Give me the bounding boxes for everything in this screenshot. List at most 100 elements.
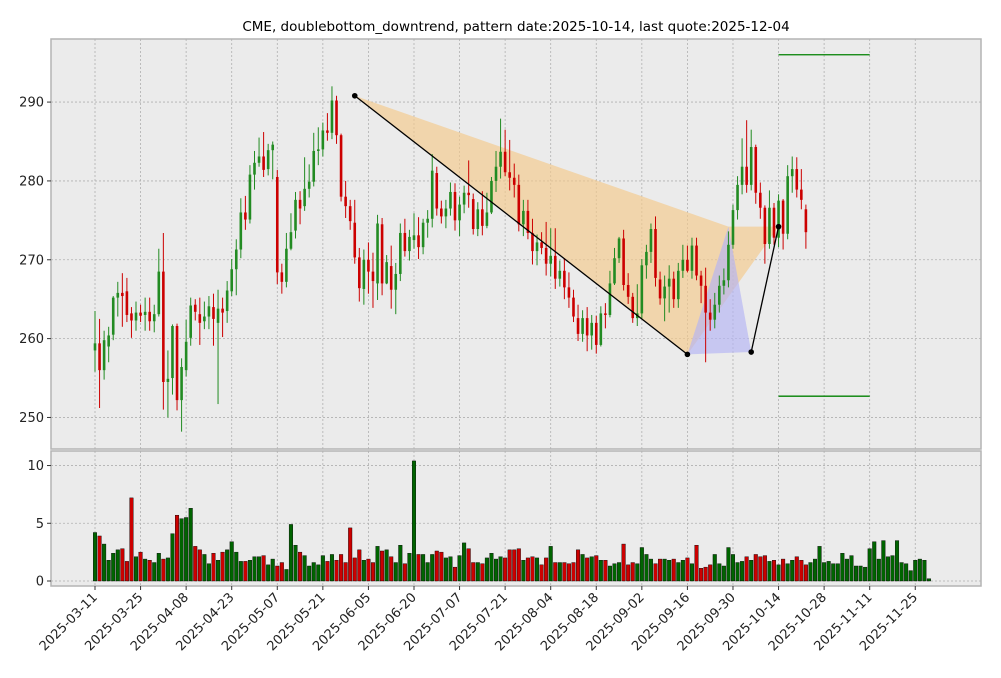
volume-bar [612,563,617,582]
candle-body [558,270,562,279]
volume-bar [343,562,348,582]
volume-bar [298,551,303,582]
volume-bar [179,518,184,582]
candle-body [285,248,288,282]
volume-bar [799,560,804,582]
candle-body [353,222,357,258]
volume-bar [129,497,134,582]
candle-body [266,150,270,170]
candle-body [111,297,115,335]
volume-bar [626,564,631,582]
volume-bar [284,569,289,582]
volume-bar [225,549,230,582]
candle-body [667,278,671,287]
candle-body [704,285,707,313]
volume-bar [238,561,243,582]
pattern-point [775,223,782,230]
candle-body [412,235,416,241]
volume-y-tick-label: 5 [36,517,44,532]
volume-bar [617,562,622,582]
volume-bar [576,549,581,582]
volume-bar [708,564,713,582]
volume-bar [544,557,549,582]
candle-body [540,242,543,248]
candle-body [440,208,443,217]
volume-bar [767,561,772,582]
candle-body [512,177,516,185]
candle-body [608,283,612,315]
volume-bar [361,560,366,582]
volume-bar [521,560,526,582]
volume-bar [234,551,239,582]
candle-body [166,378,170,382]
candle-body [221,308,224,313]
volume-bar [261,555,266,582]
candle-body [490,180,493,213]
volume-bar [557,562,562,582]
candle-body [467,192,470,196]
candle-body [581,318,584,334]
volume-bar [895,540,900,582]
volume-bar [785,563,790,582]
volume-bar [867,548,872,582]
candle-body [494,166,498,181]
pattern-lines [351,54,870,397]
candle-body [143,311,147,315]
volume-bar [539,564,544,582]
volume-bar [184,517,189,582]
candle-body [371,271,375,282]
candle-body [531,232,534,252]
candle-body [690,245,694,271]
volume-bar [908,570,913,582]
candle-body [617,238,621,259]
volume-bar [329,554,334,582]
candle-body [699,275,703,286]
volume-bar [817,546,822,582]
candle-body [207,306,211,317]
candle-body [727,244,730,281]
volume-bar [175,514,180,582]
candle-body [121,292,124,297]
volume-bar [247,560,252,582]
volume-bar [607,565,612,582]
chart-title: CME, doublebottom_downtrend, pattern dat… [242,19,789,35]
candle-body [130,313,133,321]
volume-bar [917,558,922,582]
candle-body [326,130,329,133]
candle-body [681,259,685,271]
volume-bar [507,549,512,582]
price-y-tick-label: 280 [19,174,44,189]
candle-body [426,218,429,223]
candle-body [708,312,712,320]
candle-body [631,296,635,319]
volume-bar [357,549,362,582]
volume-bar [134,556,139,582]
pattern-point [748,349,755,355]
volume-bar [854,565,859,582]
candle-body [645,251,648,266]
candle-body [585,318,589,336]
candle-body [275,176,279,273]
candle-body [626,285,630,297]
volume-bar [890,555,895,582]
candle-body [786,176,789,234]
candle-body [180,367,183,401]
volume-bar [899,562,904,582]
volume-bar [489,553,494,582]
pattern-line [354,95,688,355]
volume-bar [434,550,439,582]
candle-body [503,151,507,173]
volume-bar [726,547,731,582]
candle-body [162,271,165,382]
volume-bar [229,541,234,582]
candle-body [713,304,717,320]
candle-body [303,188,306,207]
volume-bar [598,560,603,582]
candle-body [649,229,653,252]
volume-bar [92,532,97,582]
volume-bar [471,562,476,582]
candle-body [171,326,174,379]
volume-bar [266,564,271,582]
volume-bar [881,540,886,582]
volume-bar [348,527,353,582]
